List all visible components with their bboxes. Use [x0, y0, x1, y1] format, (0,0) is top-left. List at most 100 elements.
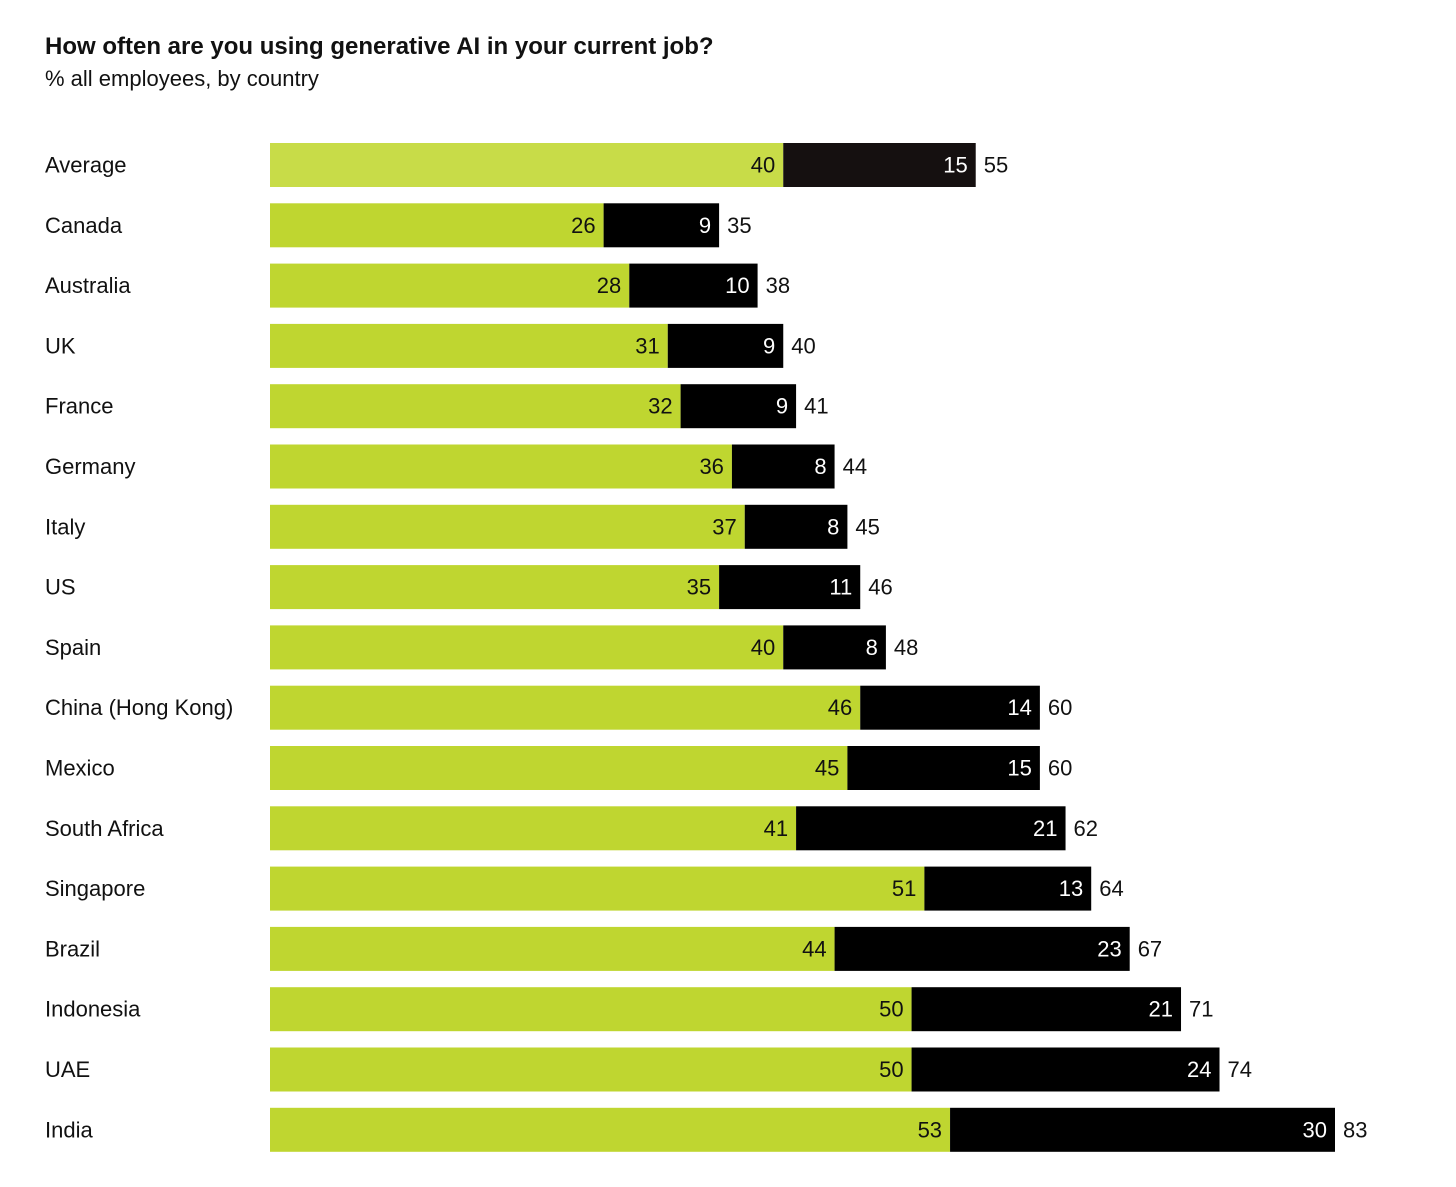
- category-label: US: [45, 575, 76, 600]
- bar-segment-first: [270, 746, 848, 790]
- bar-segment-first: [270, 1047, 912, 1092]
- data-label-second: 9: [776, 394, 788, 419]
- data-label-total: 35: [727, 213, 751, 238]
- category-label: Germany: [45, 454, 135, 479]
- bar-segment-second: [667, 323, 784, 368]
- chart-subtitle: % all employees, by country: [45, 66, 319, 91]
- data-label-second: 30: [1303, 1117, 1327, 1142]
- bar-segment-first: [270, 444, 732, 489]
- data-label-second: 8: [866, 635, 878, 660]
- bar-segment-second: [796, 806, 1066, 851]
- data-label-total: 38: [766, 273, 790, 298]
- bar-segment-first: [270, 143, 784, 187]
- chart-title: How often are you using generative AI in…: [45, 33, 714, 60]
- data-label-total: 60: [1048, 695, 1072, 720]
- data-label-first: 37: [712, 514, 736, 539]
- data-label-first: 40: [751, 153, 775, 178]
- category-label: Italy: [45, 514, 85, 539]
- bar-segment-first: [270, 203, 604, 248]
- data-label-second: 11: [829, 575, 852, 600]
- data-label-second: 14: [1007, 695, 1031, 720]
- data-label-second: 21: [1149, 997, 1173, 1022]
- bar-segment-second: [719, 565, 861, 610]
- data-label-first: 26: [571, 213, 595, 238]
- data-label-total: 44: [843, 454, 867, 479]
- bar-segment-first: [270, 323, 668, 368]
- data-label-first: 44: [802, 936, 826, 961]
- bar-segment-second: [860, 685, 1040, 730]
- data-label-total: 71: [1189, 997, 1213, 1022]
- data-label-first: 31: [635, 333, 659, 358]
- category-label: Brazil: [45, 936, 100, 961]
- data-label-second: 23: [1097, 936, 1121, 961]
- bar-segment-second: [911, 987, 1182, 1032]
- data-label-total: 74: [1228, 1057, 1252, 1082]
- data-label-first: 45: [815, 756, 839, 781]
- bar-segment-second: [834, 926, 1130, 971]
- bar-segment-first: [270, 806, 797, 851]
- bar-segment-second: [603, 203, 720, 248]
- category-label: India: [45, 1117, 93, 1142]
- data-label-first: 50: [879, 1057, 903, 1082]
- data-label-first: 46: [828, 695, 852, 720]
- data-label-first: 53: [918, 1117, 942, 1142]
- bar-segment-first: [270, 1107, 951, 1152]
- data-label-second: 15: [943, 153, 967, 178]
- data-label-total: 67: [1138, 936, 1162, 961]
- bar-segment-first: [270, 987, 912, 1032]
- data-label-first: 36: [699, 454, 723, 479]
- data-label-first: 32: [648, 394, 672, 419]
- bar-segment-second: [680, 384, 797, 429]
- bar-segment-second: [783, 143, 976, 187]
- data-label-total: 48: [894, 635, 918, 660]
- bar-segment-second: [629, 263, 758, 308]
- data-label-total: 40: [791, 333, 815, 358]
- bar-segment-first: [270, 926, 835, 971]
- data-label-total: 55: [984, 153, 1008, 178]
- data-label-total: 62: [1074, 816, 1098, 841]
- data-label-first: 28: [597, 273, 621, 298]
- data-label-second: 8: [827, 514, 839, 539]
- bar-segment-first: [270, 263, 630, 308]
- category-label: Australia: [45, 273, 131, 298]
- data-label-total: 46: [868, 575, 892, 600]
- category-label: UAE: [45, 1057, 90, 1082]
- data-label-second: 10: [725, 273, 749, 298]
- bar-segment-second: [924, 866, 1092, 911]
- bar-segment-first: [270, 565, 720, 610]
- data-label-second: 24: [1187, 1057, 1211, 1082]
- bar-segment-second: [847, 746, 1040, 790]
- data-label-first: 35: [687, 575, 711, 600]
- category-label: Mexico: [45, 756, 115, 781]
- bar-segment-first: [270, 504, 745, 549]
- data-label-total: 60: [1048, 756, 1072, 781]
- data-label-second: 9: [699, 213, 711, 238]
- bar-segment-second: [731, 444, 835, 489]
- data-label-total: 64: [1099, 876, 1123, 901]
- data-label-second: 9: [763, 333, 775, 358]
- category-label: Indonesia: [45, 997, 141, 1022]
- data-label-second: 15: [1007, 756, 1031, 781]
- data-label-second: 8: [814, 454, 826, 479]
- category-label: UK: [45, 333, 76, 358]
- data-label-first: 40: [751, 635, 775, 660]
- data-label-total: 83: [1343, 1117, 1367, 1142]
- data-label-first: 41: [764, 816, 788, 841]
- category-label: Singapore: [45, 876, 145, 901]
- data-label-second: 13: [1059, 876, 1083, 901]
- bar-segment-second: [911, 1047, 1220, 1092]
- category-label: Spain: [45, 635, 101, 660]
- category-label: Canada: [45, 213, 123, 238]
- data-label-first: 51: [892, 876, 916, 901]
- bar-segment-first: [270, 866, 925, 911]
- data-label-total: 45: [855, 514, 879, 539]
- data-label-first: 50: [879, 997, 903, 1022]
- data-label-total: 41: [804, 394, 828, 419]
- category-label: South Africa: [45, 816, 164, 841]
- category-label: Average: [45, 153, 127, 178]
- bar-segment-first: [270, 625, 784, 670]
- data-label-second: 21: [1033, 816, 1057, 841]
- bar-segment-second: [783, 625, 886, 670]
- category-label: France: [45, 394, 113, 419]
